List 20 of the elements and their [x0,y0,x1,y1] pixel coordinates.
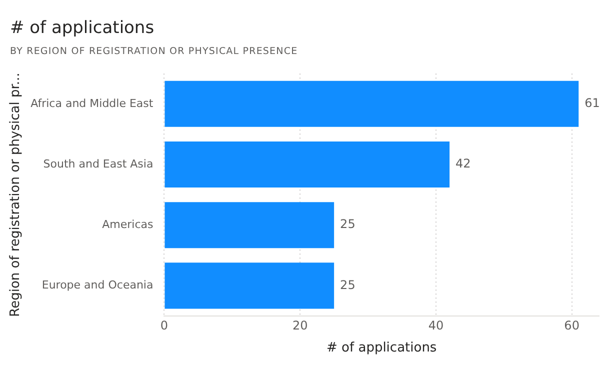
x-tick-label: 0 [160,318,168,332]
y-tick-label: Africa and Middle East [30,96,154,110]
x-tick-label: 40 [428,318,444,332]
y-tick-label: Americas [102,218,154,231]
x-tick-label: 60 [564,318,580,332]
chart-subtitle: BY REGION OF REGISTRATION OR PHYSICAL PRESENCE [10,46,298,57]
x-tick-label: 20 [292,318,308,332]
bar [164,141,450,188]
data-label: 42 [456,156,471,171]
data-label: 25 [340,278,356,292]
bar [164,202,334,248]
chart-title: # of applications [10,18,154,38]
y-axis-title: Region of registration or physical pr... [8,72,24,317]
x-axis-title: # of applications [326,340,437,356]
data-label: 61 [584,96,600,110]
bar [164,262,334,309]
bar [164,80,579,127]
data-label: 25 [340,217,356,232]
y-tick-label: Europe and Oceania [42,278,154,292]
y-tick-label: South and East Asia [43,157,154,170]
